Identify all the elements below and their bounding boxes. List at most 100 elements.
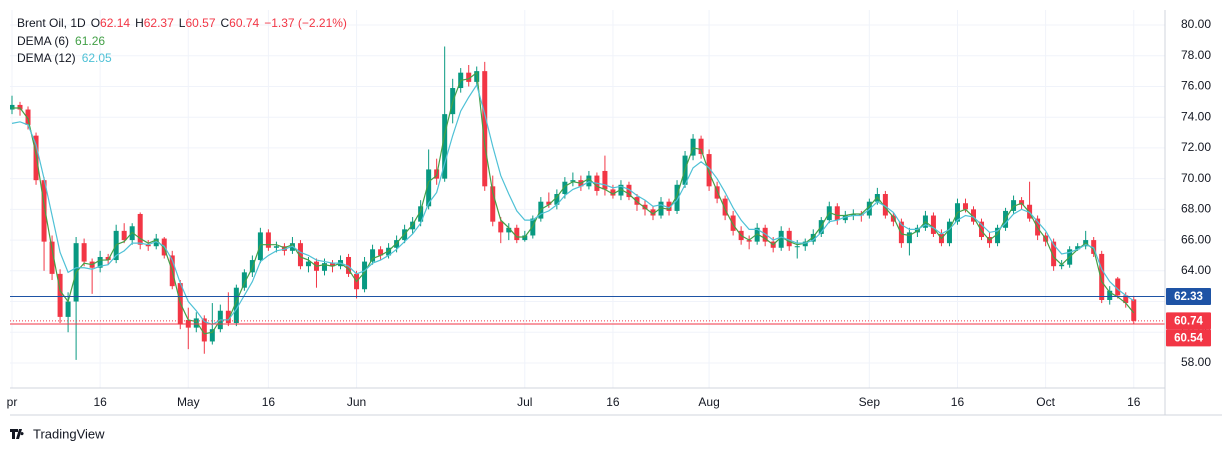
y-tick-label: 66.00 [1181,232,1211,246]
candle-body [522,235,528,241]
candle-body [850,213,856,216]
candle-body [1131,299,1137,321]
candle-body [995,227,1001,244]
x-tick-label: Oct [1036,395,1055,409]
candle-body [1115,278,1121,296]
candle-body [305,261,311,267]
candle-body [730,215,736,231]
legend-entry: DEMA (6) 61.26 [17,34,105,48]
y-tick-label: 64.00 [1181,263,1211,277]
candle-body [762,227,768,242]
header: Brent Oil, 1D O62.14 H62.37 L60.57 C60.74 −1.… [17,16,347,30]
candle-body [490,186,496,222]
candle-body [241,272,247,288]
x-tick-label: 16 [262,395,276,409]
candle-body [971,209,977,222]
candle-body [482,71,488,187]
candle-body [65,301,71,317]
price-label: 62.33 [1174,291,1203,303]
candle-body [650,209,656,216]
candle-body [930,215,936,234]
candle-body [105,256,111,261]
candle-body [602,170,608,190]
ohlc-value: 60.57 [185,16,215,30]
y-tick-label: 80.00 [1181,17,1211,31]
candle-body [626,184,632,198]
logo [10,429,24,439]
candle-body [554,194,560,205]
candle-body [498,221,504,233]
plot-area [10,46,1165,360]
candle-body [97,256,103,268]
indicator-line [12,71,1135,335]
candle-body [17,104,23,110]
candle-body [898,221,904,244]
legend-name: DEMA (6) [17,34,69,48]
candle-body [658,201,664,216]
x-tick-label: 16 [951,395,965,409]
candle-body [946,221,952,244]
candle-body [193,318,199,328]
candle-body [586,175,592,187]
x-tick-label: Jul [517,395,532,409]
candle-body [121,230,127,241]
y-tick-label: 68.00 [1181,202,1211,216]
candle-body [1011,200,1017,211]
candle-body [386,247,392,256]
candle-body [225,310,231,324]
candle-body [370,249,376,262]
candle-body [265,232,271,248]
candle-body [618,184,624,196]
y-tick-label: 76.00 [1181,79,1211,93]
candle-body [81,243,87,262]
candle-body [610,189,616,196]
ohlc-value: 62.37 [144,16,174,30]
candle-body [570,180,576,182]
candle-body [722,198,728,216]
candle-body [418,206,424,222]
y-tick-label: 70.00 [1181,171,1211,185]
ohlc-value: 60.74 [229,16,259,30]
grid [10,10,1165,388]
x-tick-label: 16 [606,395,620,409]
candle-body [778,230,784,248]
candle-body [794,246,800,248]
candle-body [1051,241,1057,267]
candle-body [546,201,552,205]
candle-body [714,186,720,199]
candle-body [754,227,760,242]
candle-body [962,203,968,210]
price-labels: 62.33 60.74 60.54 [1166,287,1211,347]
candle-body [810,233,816,242]
x-tick-label: 16 [1127,395,1141,409]
candle-body [979,221,985,238]
legend-value: 62.05 [82,51,112,65]
candle-body [41,180,47,242]
candle-body [642,204,648,210]
candle-body [209,329,215,342]
candle-body [273,246,279,248]
candle-body [25,109,31,125]
price-label: 60.54 [1174,332,1203,344]
candle-body [426,169,432,207]
price-label: 60.74 [1174,315,1203,327]
candle-body [802,241,808,247]
change: −1.37 (−2.21%) [264,16,347,30]
legend-value: 61.26 [75,34,105,48]
ohlc-label: H [135,16,144,30]
ohlc-value: 62.14 [100,16,130,30]
candle-body [145,244,151,247]
price-label-box [1166,312,1211,330]
candle-body [746,240,752,242]
y-tick-label: 58.00 [1181,355,1211,369]
candle-body [506,227,512,233]
legend-entry: DEMA (12) 62.05 [17,51,112,65]
candle-body [346,256,352,274]
candle-body [49,241,55,274]
candle-body [706,154,712,187]
x-tick-label: pr [7,395,18,409]
candle-body [57,273,63,317]
price-label-box [1166,287,1211,305]
candle-body [378,249,384,256]
